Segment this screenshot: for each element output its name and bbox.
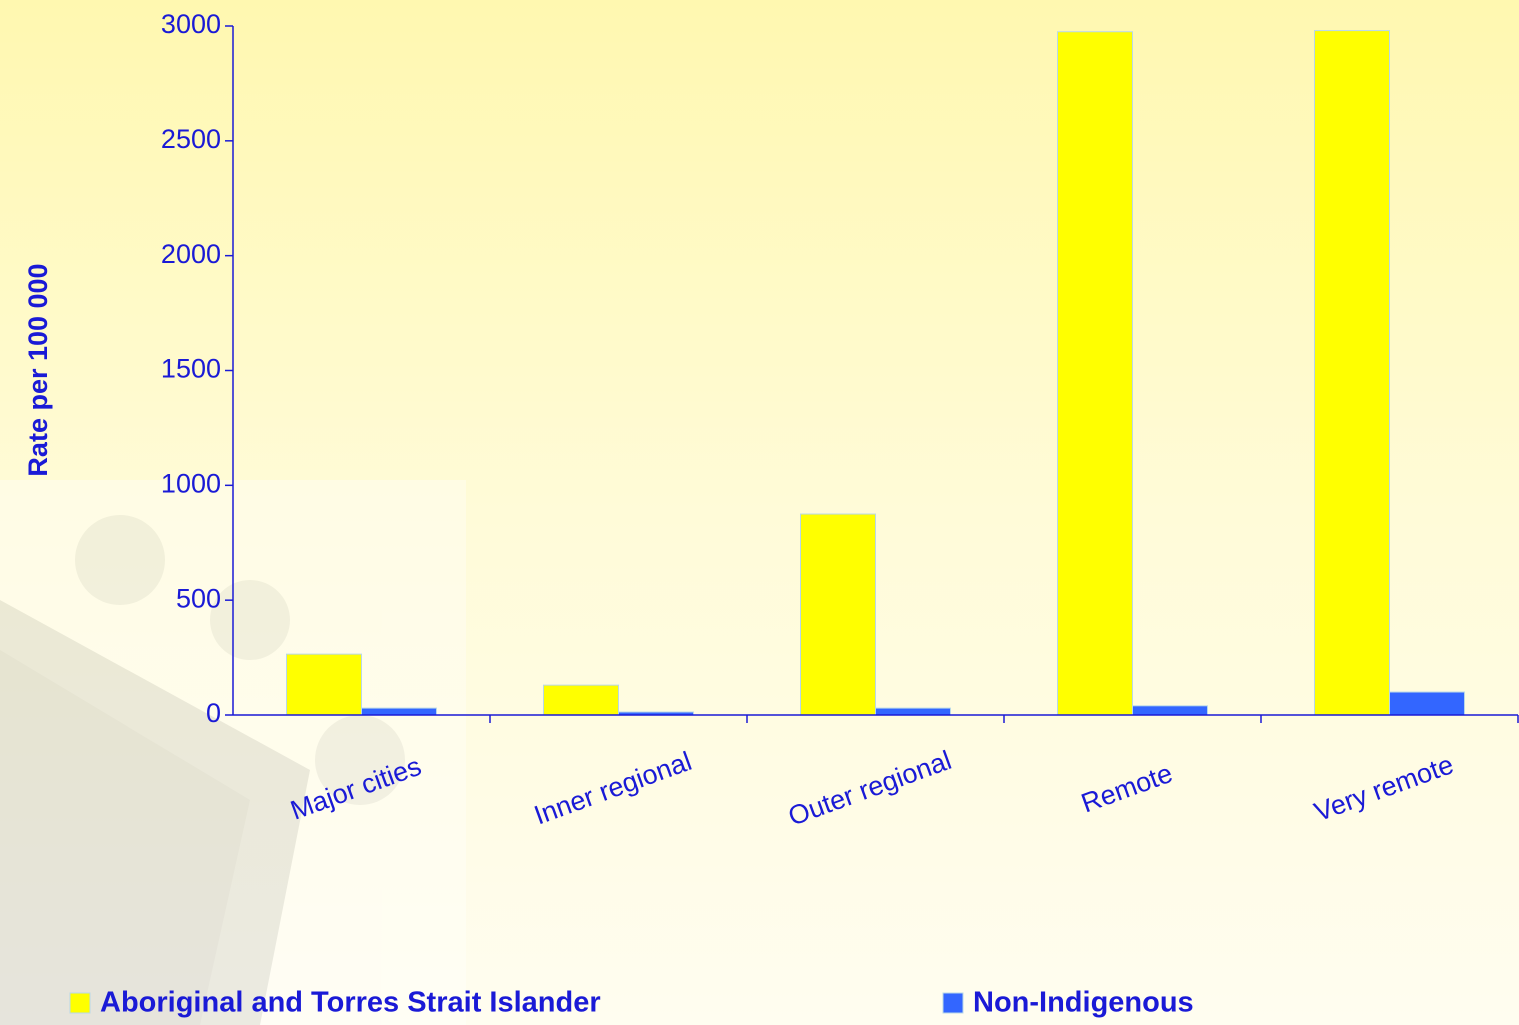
legend-label: Non-Indigenous (973, 987, 1194, 1019)
bar (1057, 31, 1133, 716)
y-tick-label: 1500 (161, 354, 221, 384)
y-tick-label: 1000 (161, 468, 221, 498)
bar (1389, 691, 1465, 716)
bar (1132, 705, 1208, 716)
y-tick-label: 0 (206, 698, 221, 728)
bar (286, 653, 362, 716)
legend-label: Aboriginal and Torres Strait Islander (100, 987, 601, 1019)
y-tick-label: 500 (176, 583, 221, 613)
decoration (0, 480, 466, 1025)
y-tick-label: 3000 (161, 9, 221, 39)
bar (875, 707, 951, 716)
y-axis-label: Rate per 100 000 (23, 263, 53, 476)
legend-swatch (942, 992, 964, 1014)
legend-swatch (69, 992, 91, 1014)
y-tick-label: 2000 (161, 239, 221, 269)
bar (800, 513, 876, 716)
bar (543, 684, 619, 716)
bar (1314, 30, 1390, 716)
y-tick-label: 2500 (161, 124, 221, 154)
bar (361, 707, 437, 716)
